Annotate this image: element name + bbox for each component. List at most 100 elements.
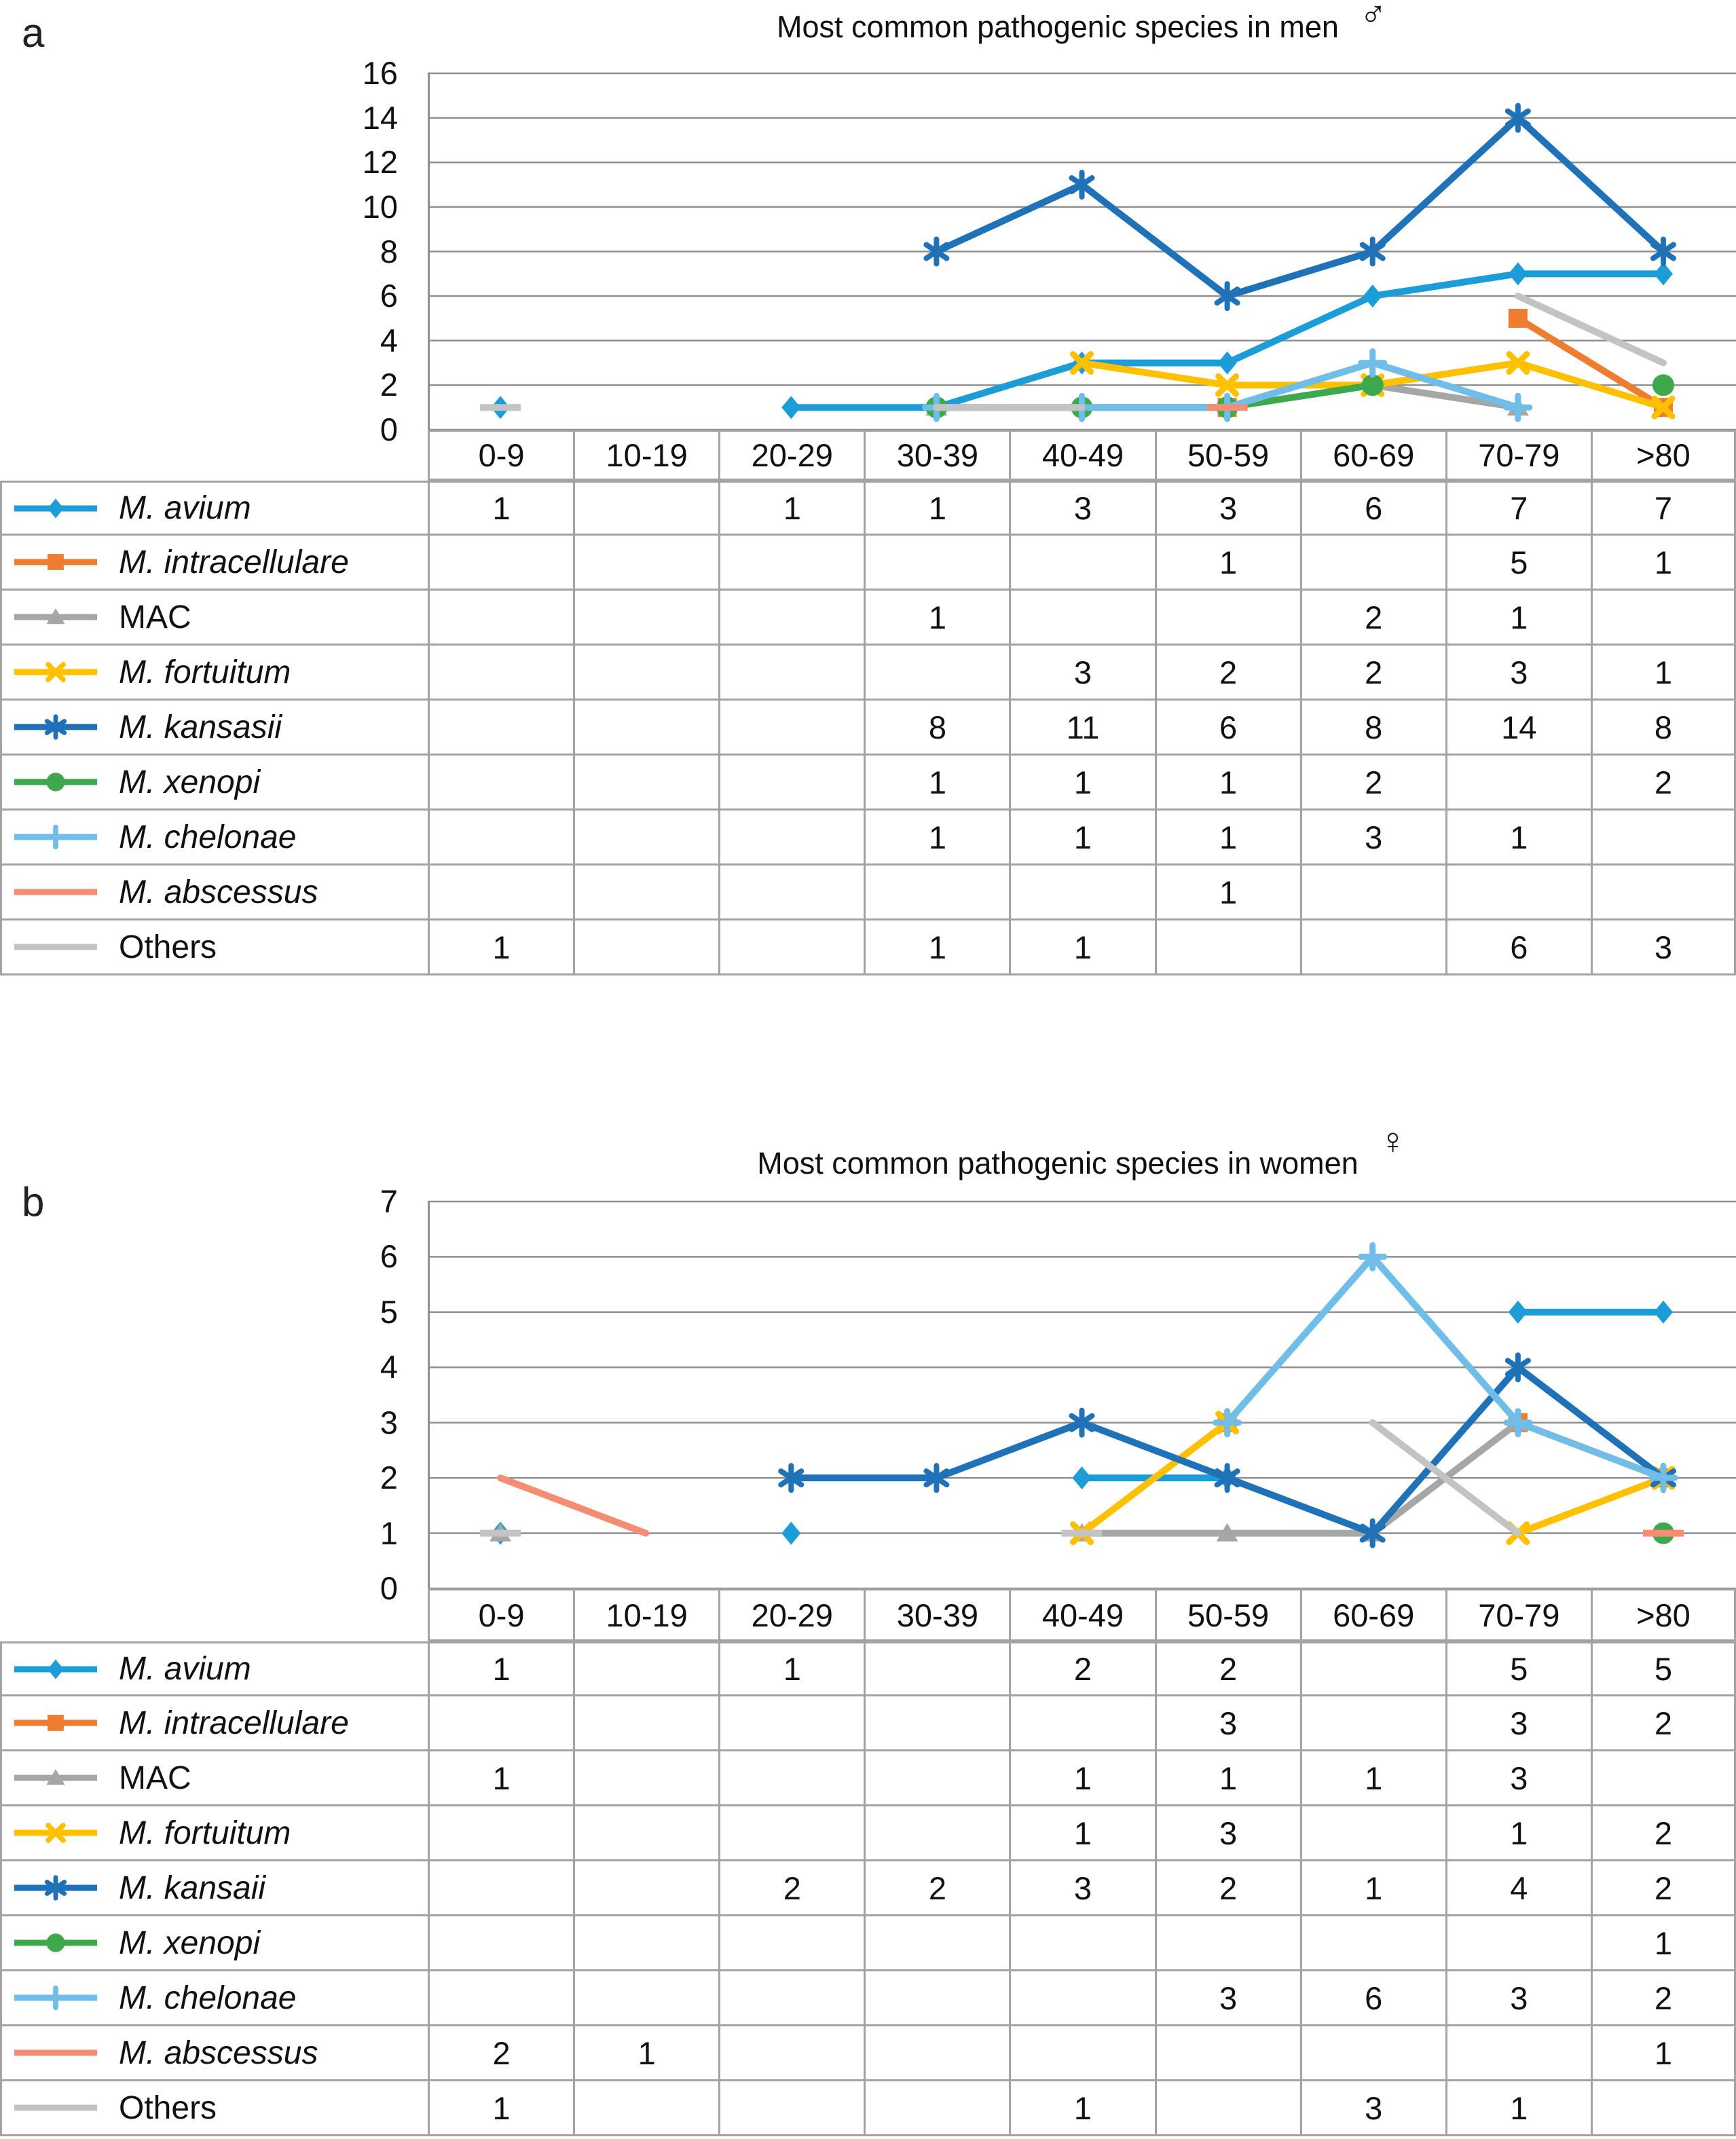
legend-cell: MAC — [0, 591, 428, 646]
value-cell: 1 — [1445, 1806, 1591, 1861]
legend-marker-M. chelonae — [14, 1985, 97, 2011]
chart-title-men-text: Most common pathogenic species in men — [777, 10, 1339, 44]
value-cell: 6 — [1445, 920, 1591, 975]
header-spacer — [0, 1588, 428, 1641]
age-group-header: 0-9 — [428, 1588, 574, 1641]
value-cell: 1 — [1154, 811, 1300, 866]
value-cell — [1154, 2026, 1300, 2081]
value-cell — [573, 756, 719, 811]
legend-cell: M. fortuitum — [0, 1806, 428, 1861]
legend-marker-Others — [14, 2104, 97, 2111]
value-cell: 2 — [1299, 756, 1445, 811]
legend-cell: MAC — [0, 1751, 428, 1806]
value-cell — [573, 591, 719, 646]
legend-label: MAC — [119, 1760, 191, 1796]
chart-title-women: Most common pathogenic species in women … — [428, 1121, 1736, 1183]
value-cell — [573, 1751, 719, 1806]
value-cell: 1 — [1009, 756, 1155, 811]
value-cell — [864, 1806, 1010, 1861]
age-group-header: 50-59 — [1154, 430, 1300, 481]
value-cell — [573, 1861, 719, 1916]
legend-cell: M. kansasii — [0, 701, 428, 756]
value-cell: 3 — [1009, 1861, 1155, 1916]
y-tick-label: 6 — [380, 1238, 398, 1275]
value-cell — [1299, 1641, 1445, 1696]
legend-label: M. avium — [119, 1651, 251, 1687]
legend-cell: M. avium — [0, 1641, 428, 1696]
value-cell: 3 — [1299, 811, 1445, 866]
value-cell: 1 — [718, 481, 864, 536]
value-cell — [1009, 536, 1155, 591]
value-cell — [428, 1696, 574, 1751]
y-tick-label: 8 — [380, 233, 398, 269]
value-cell — [718, 866, 864, 920]
series-Others — [480, 1419, 1521, 1537]
value-cell: 1 — [1009, 1751, 1155, 1806]
value-cell — [573, 920, 719, 975]
value-cell: 1 — [428, 481, 574, 536]
value-cell — [1009, 1916, 1155, 1971]
legend-cell: M. intracellulare — [0, 1696, 428, 1751]
y-tick-label: 16 — [362, 55, 398, 91]
legend-cell: Others — [0, 2081, 428, 2136]
legend-label: M. xenopi — [119, 764, 261, 800]
value-cell: 2 — [1009, 1641, 1155, 1696]
legend-marker-M. intracellulare — [14, 554, 97, 570]
value-cell: 3 — [1154, 1696, 1300, 1751]
legend-label: M. kansaii — [119, 1870, 266, 1906]
value-cell: 1 — [864, 811, 1010, 866]
value-cell: 3 — [1009, 481, 1155, 536]
value-cell: 1 — [573, 2026, 719, 2081]
age-group-header: 70-79 — [1445, 1588, 1591, 1641]
value-cell: 8 — [864, 701, 1010, 756]
chart-title-women-text: Most common pathogenic species in women — [757, 1146, 1359, 1180]
legend-cell: M. kansaii — [0, 1861, 428, 1916]
y-tick-label: 4 — [380, 322, 398, 358]
value-cell: 1 — [428, 2081, 574, 2136]
value-cell: 2 — [864, 1861, 1010, 1916]
value-cell: 1 — [428, 1641, 574, 1696]
line-plot-women — [428, 1200, 1736, 1590]
value-cell: 1 — [1154, 866, 1300, 920]
value-cell — [1590, 591, 1736, 646]
female-symbol-icon: ♀ — [1379, 1121, 1407, 1161]
value-cell — [864, 866, 1010, 920]
legend-cell: M. chelonae — [0, 1971, 428, 2026]
value-cell — [718, 2026, 864, 2081]
value-cell: 1 — [1299, 1861, 1445, 1916]
value-cell: 5 — [1590, 1641, 1736, 1696]
value-cell — [864, 2026, 1010, 2081]
legend-label: M. kansasii — [119, 709, 282, 745]
value-cell — [1590, 1751, 1736, 1806]
value-cell: 1 — [1590, 1916, 1736, 1971]
age-group-header: 10-19 — [573, 430, 719, 481]
data-table-women: 0-9 10-19 20-29 30-39 40-49 50-59 60-69 70-79 >8… — [0, 1588, 1736, 2136]
value-cell: 1 — [1445, 591, 1591, 646]
value-cell — [718, 646, 864, 701]
value-cell — [1590, 866, 1736, 920]
value-cell: 1 — [864, 920, 1010, 975]
value-cell: 6 — [1299, 481, 1445, 536]
age-group-header: 60-69 — [1299, 430, 1445, 481]
value-cell: 2 — [428, 2026, 574, 2081]
value-cell — [718, 756, 864, 811]
value-cell — [428, 1971, 574, 2026]
value-cell — [1299, 1916, 1445, 1971]
value-cell: 1 — [1009, 920, 1155, 975]
table-body: M. avium 1 1 2 2 5 5 M. intracellulare 3 3 2 MAC 1 1 1… — [0, 1641, 1736, 2136]
value-cell: 1 — [1445, 811, 1591, 866]
value-cell: 1 — [1154, 1751, 1300, 1806]
value-cell: 3 — [1154, 1806, 1300, 1861]
legend-marker-M. kansaii — [14, 1875, 97, 1901]
table-header-row: 0-9 10-19 20-29 30-39 40-49 50-59 60-69 70-79 >8… — [0, 430, 1736, 481]
legend-marker-M. avium — [14, 498, 97, 518]
y-tick-label: 5 — [380, 1293, 398, 1330]
value-cell — [428, 1806, 574, 1861]
value-cell: 7 — [1445, 481, 1591, 536]
value-cell: 3 — [1445, 1696, 1591, 1751]
value-cell: 1 — [1009, 1806, 1155, 1861]
value-cell: 1 — [1590, 536, 1736, 591]
value-cell — [1299, 2026, 1445, 2081]
value-cell — [864, 536, 1010, 591]
value-cell: 1 — [718, 1641, 864, 1696]
